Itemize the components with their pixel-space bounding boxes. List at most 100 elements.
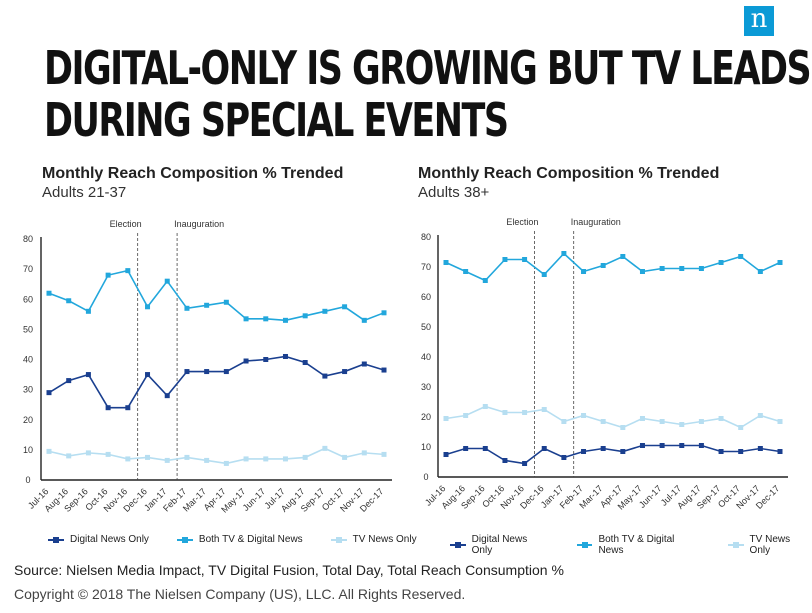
left-point-tv-news-only xyxy=(125,456,131,462)
right-point-digital-news-only xyxy=(620,449,626,454)
source-note: Source: Nielsen Media Impact, TV Digital… xyxy=(14,562,564,578)
headline-line-1: DIGITAL-ONLY IS GROWING BUT TV LEADS xyxy=(44,41,812,95)
right-point-tv-news-only xyxy=(522,410,528,415)
left-point-both-tv-digital-news xyxy=(85,308,91,314)
right-series-line-tv-news-only xyxy=(445,405,781,429)
left-point-both-tv-digital-news xyxy=(223,299,229,305)
right-point-both-tv-digital-news xyxy=(659,266,665,271)
left-point-digital-news-only xyxy=(282,353,288,359)
left-point-tv-news-only xyxy=(85,450,91,456)
right-point-digital-news-only xyxy=(757,446,763,451)
left-point-both-tv-digital-news xyxy=(184,305,190,311)
left-point-tv-news-only xyxy=(223,460,229,466)
right-point-tv-news-only xyxy=(698,419,704,424)
left-ytick-label: 70 xyxy=(23,264,33,274)
left-point-both-tv-digital-news xyxy=(164,278,170,284)
right-ytick-label: 30 xyxy=(421,382,431,392)
right-legend-label: Digital News Only xyxy=(471,534,528,556)
right-point-digital-news-only xyxy=(541,446,547,451)
left-point-digital-news-only xyxy=(223,369,229,375)
left-point-both-tv-digital-news xyxy=(46,290,52,296)
right-legend-swatch xyxy=(576,542,593,548)
left-point-both-tv-digital-news xyxy=(145,304,151,310)
left-point-digital-news-only xyxy=(361,361,367,367)
right-legend-label: Both TV & Digital News xyxy=(598,534,675,556)
left-point-digital-news-only xyxy=(204,369,210,375)
right-point-tv-news-only xyxy=(777,419,783,424)
left-point-both-tv-digital-news xyxy=(322,308,328,314)
right-point-both-tv-digital-news xyxy=(541,272,547,277)
right-point-tv-news-only xyxy=(600,419,606,424)
left-point-tv-news-only xyxy=(46,448,52,454)
left-legend-swatch xyxy=(176,536,193,543)
right-point-tv-news-only xyxy=(738,425,744,430)
left-legend-label: Digital News Only xyxy=(70,534,149,545)
left-point-tv-news-only xyxy=(243,456,249,462)
right-legend-item-tv-news-only: TV News Only xyxy=(727,534,812,556)
left-point-tv-news-only xyxy=(164,457,170,463)
left-point-tv-news-only xyxy=(282,456,288,462)
right-point-tv-news-only xyxy=(620,425,626,430)
left-legend-item-digital-news-only: Digital News Only xyxy=(48,534,149,545)
left-point-both-tv-digital-news xyxy=(282,317,288,323)
left-point-tv-news-only xyxy=(302,454,308,460)
left-legend-swatch xyxy=(48,536,64,543)
left-event-label-inauguration: Inauguration xyxy=(174,219,224,229)
right-point-tv-news-only xyxy=(463,413,469,418)
left-point-digital-news-only xyxy=(125,405,131,411)
left-point-digital-news-only xyxy=(243,358,249,364)
right-point-tv-news-only xyxy=(757,413,763,418)
right-point-both-tv-digital-news xyxy=(639,269,645,274)
left-point-tv-news-only xyxy=(342,454,348,460)
left-point-both-tv-digital-news xyxy=(204,302,210,308)
right-point-both-tv-digital-news xyxy=(522,257,528,262)
left-point-digital-news-only xyxy=(184,369,190,375)
left-point-digital-news-only xyxy=(302,360,308,366)
left-point-tv-news-only xyxy=(145,454,151,460)
legend-left: Digital News Only Both TV & Digital News T… xyxy=(48,534,417,545)
right-point-tv-news-only xyxy=(541,407,547,412)
right-point-digital-news-only xyxy=(659,443,665,448)
left-xtick-label: Jun-17 xyxy=(241,486,268,513)
left-point-digital-news-only xyxy=(145,372,151,378)
left-point-both-tv-digital-news xyxy=(361,317,367,323)
left-series-line-digital-news-only xyxy=(48,355,385,409)
left-point-digital-news-only xyxy=(164,393,170,399)
left-legend-item-tv-news-only: TV News Only xyxy=(330,534,417,545)
left-point-digital-news-only xyxy=(85,372,91,378)
right-legend-item-digital-news-only: Digital News Only xyxy=(450,534,549,556)
left-ytick-label: 0 xyxy=(25,475,30,485)
right-point-both-tv-digital-news xyxy=(777,260,783,265)
left-point-both-tv-digital-news xyxy=(302,313,308,319)
copyright-note: Copyright © 2018 The Nielsen Company (US… xyxy=(14,586,466,602)
right-ytick-label: 70 xyxy=(421,262,431,272)
left-point-tv-news-only xyxy=(204,457,210,463)
left-legend-item-both-tv-digital-news: Both TV & Digital News xyxy=(176,534,303,545)
right-ytick-label: 40 xyxy=(421,352,431,362)
right-point-both-tv-digital-news xyxy=(600,263,606,268)
right-series-line-digital-news-only xyxy=(445,444,781,465)
right-point-digital-news-only xyxy=(581,449,587,454)
left-point-digital-news-only xyxy=(263,357,269,362)
left-point-digital-news-only xyxy=(381,367,387,373)
right-point-both-tv-digital-news xyxy=(757,269,763,274)
right-point-tv-news-only xyxy=(561,419,567,424)
left-point-both-tv-digital-news xyxy=(66,298,72,304)
right-point-both-tv-digital-news xyxy=(620,254,626,259)
left-point-tv-news-only xyxy=(322,445,328,451)
left-point-tv-news-only xyxy=(361,450,367,456)
right-point-digital-news-only xyxy=(698,443,704,448)
right-ytick-label: 80 xyxy=(421,232,431,242)
left-point-digital-news-only xyxy=(322,373,328,379)
right-point-tv-news-only xyxy=(639,416,645,421)
chart-right-subtitle: Adults 38+ xyxy=(418,184,490,201)
left-legend-swatch xyxy=(330,536,347,543)
nielsen-logo: n xyxy=(744,6,774,36)
left-point-digital-news-only xyxy=(46,390,52,396)
right-legend-swatch xyxy=(727,542,744,548)
left-point-both-tv-digital-news xyxy=(243,316,249,322)
left-point-digital-news-only xyxy=(105,405,111,411)
left-point-tv-news-only xyxy=(66,453,72,459)
left-point-tv-news-only xyxy=(105,451,111,457)
right-point-tv-news-only xyxy=(581,413,587,418)
